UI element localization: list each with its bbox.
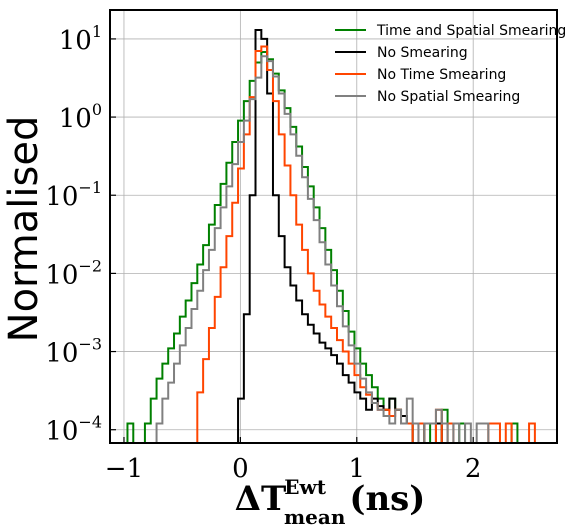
legend: Time and Spatial Smearing No Smearing No T… (335, 23, 565, 105)
legend-label: No Time Smearing (377, 67, 506, 83)
x-axis-label-unit: (ns) (349, 479, 425, 519)
legend-label: No Spatial Smearing (377, 89, 520, 105)
x-axis-label: ΔTEwt mean (ns) (235, 475, 426, 529)
legend-label: Time and Spatial Smearing (376, 23, 565, 39)
y-tick-label: 10−3 (45, 335, 102, 369)
y-tick-label: 10−2 (45, 256, 102, 290)
legend-label: No Smearing (377, 45, 468, 61)
x-axis-label-main: ΔT (235, 479, 287, 519)
y-axis-label: Normalised (1, 116, 47, 343)
series-line-3 (155, 55, 490, 443)
y-tick-label: 10−1 (45, 178, 102, 212)
tick-marks: −1 0 1 2 101 100 10−1 10−2 10−3 10−4 (45, 22, 481, 484)
x-tick-label: 0 (232, 454, 249, 484)
x-axis-label-sub: mean (284, 505, 346, 529)
y-tick-label: 10−4 (45, 413, 102, 447)
x-tick-label: −1 (105, 454, 143, 484)
x-axis-label-sup: Ewt (284, 475, 326, 499)
y-tick-label: 101 (59, 22, 102, 56)
y-tick-label: 100 (59, 100, 102, 134)
x-tick-label: 1 (349, 454, 366, 484)
plot-frame (109, 9, 558, 444)
x-tick-label: 2 (465, 454, 482, 484)
grid-lines (110, 10, 557, 443)
series-layer (126, 29, 536, 443)
